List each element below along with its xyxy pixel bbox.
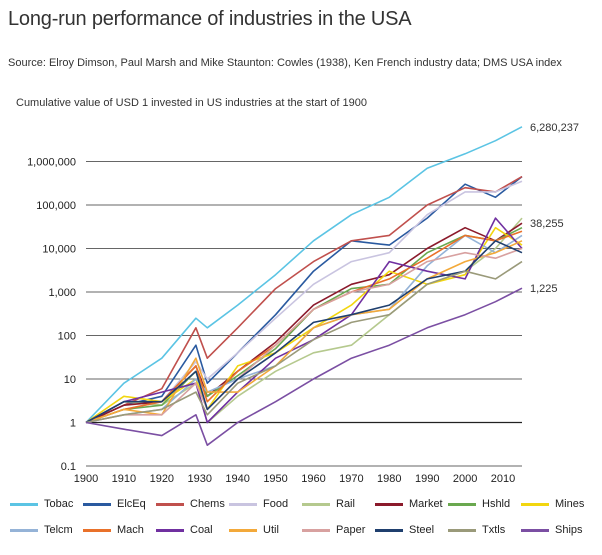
legend-swatch [156, 502, 184, 506]
y-tick-label: 0.1 [61, 461, 76, 473]
legend-item-market: Market [375, 498, 443, 510]
legend-swatch [83, 528, 111, 532]
legend-item-mach: Mach [83, 524, 144, 536]
x-tick-label: 2010 [491, 473, 515, 485]
legend-item-chems: Chems [156, 498, 225, 510]
legend-item-steel: Steel [375, 524, 434, 536]
legend-label: ElcEq [117, 498, 146, 510]
legend-swatch [375, 502, 403, 506]
x-tick-label: 1910 [112, 473, 136, 485]
legend-swatch [156, 528, 184, 532]
y-tick-label: 10,000 [42, 244, 76, 256]
y-tick-label: 1,000,000 [27, 157, 76, 169]
legend-label: Ships [555, 524, 583, 536]
x-axis-ticks: 1900 1910 1920 1930 1940 1950 1960 1970 1980 1990… [74, 473, 516, 485]
legend-item-txtls: Txtls [448, 524, 505, 536]
legend-item-mines: Mines [521, 498, 584, 510]
legend-swatch [83, 502, 111, 506]
x-tick-label: 2000 [453, 473, 477, 485]
y-axis-ticks: 0.1 1 10 100 1,000 10,000 100,000 1,000,000 [27, 157, 76, 474]
legend-item-rail: Rail [302, 498, 355, 510]
legend-label: Util [263, 524, 279, 536]
series-line-util [85, 240, 523, 424]
x-tick-label: 1900 [74, 473, 98, 485]
legend-item-telcm: Telcm [10, 524, 73, 536]
legend-swatch [10, 502, 38, 506]
legend-item-paper: Paper [302, 524, 365, 536]
legend-label: Telcm [44, 524, 73, 536]
x-tick-label: 1970 [339, 473, 363, 485]
legend-item-util: Util [229, 524, 279, 536]
y-tick-label: 100 [58, 331, 76, 343]
series-line-chems [85, 175, 523, 424]
legend-label: Tobac [44, 498, 74, 510]
legend-swatch [10, 528, 38, 532]
series-line-paper [85, 247, 523, 424]
value-annotation: 6,280,237 [530, 122, 579, 134]
line-chart: 0.1 1 10 100 1,000 10,000 100,000 1,000,000 190… [27, 122, 579, 485]
legend-swatch [448, 528, 476, 532]
legend-label: Steel [409, 524, 435, 536]
legend-label: Paper [336, 524, 366, 536]
legend-item-food: Food [229, 498, 288, 510]
legend-swatch [448, 502, 476, 506]
series-lines [85, 126, 523, 447]
x-tick-label: 1940 [225, 473, 249, 485]
series-line-coal [85, 217, 523, 424]
value-annotation: 38,255 [530, 218, 564, 230]
series-line-tobac [85, 126, 523, 424]
x-tick-label: 1930 [187, 473, 211, 485]
gridlines [86, 161, 522, 467]
legend-item-ships: Ships [521, 524, 583, 536]
series-line-ships [85, 287, 523, 447]
legend-item-hshld: Hshld [448, 498, 510, 510]
y-tick-label: 1,000 [48, 287, 76, 299]
legend-swatch [302, 528, 330, 532]
y-tick-label: 1 [70, 418, 76, 430]
legend-label: Food [263, 498, 289, 510]
y-tick-label: 10 [64, 374, 76, 386]
legend-swatch [521, 502, 549, 506]
legend-item-elceq: ElcEq [83, 498, 146, 510]
legend-swatch [302, 502, 330, 506]
legend-label: Market [409, 498, 443, 510]
y-tick-label: 100,000 [36, 200, 76, 212]
value-annotation: 1,225 [530, 283, 558, 295]
annotations: 6,280,237 38,255 1,225 [530, 122, 579, 295]
legend-label: Hshld [482, 498, 511, 510]
legend-item-tobac: Tobac [10, 498, 73, 510]
series-line-food [85, 180, 523, 424]
legend-label: Rail [336, 498, 355, 510]
legend-swatch [375, 528, 403, 532]
legend-swatch [229, 502, 257, 506]
x-tick-label: 1990 [415, 473, 439, 485]
chart-source: Source: Elroy Dimson, Paul Marsh and Mik… [8, 57, 562, 69]
legend-swatch [229, 528, 257, 532]
legend-swatch [521, 528, 549, 532]
series-line-steel [85, 240, 523, 424]
legend-label: Mines [555, 498, 585, 510]
chart-subtitle: Cumulative value of USD 1 invested in US… [16, 97, 367, 109]
x-tick-label: 1920 [150, 473, 174, 485]
legend-label: Coal [190, 524, 213, 536]
legend-label: Txtls [482, 524, 506, 536]
x-tick-label: 1960 [301, 473, 325, 485]
x-tick-label: 1980 [377, 473, 401, 485]
chart-title: Long-run performance of industries in th… [8, 8, 412, 30]
legend-item-coal: Coal [156, 524, 213, 536]
legend-label: Chems [190, 498, 225, 510]
x-tick-label: 1950 [263, 473, 287, 485]
series-line-mines [85, 226, 523, 424]
legend-label: Mach [117, 524, 144, 536]
series-line-txtls [85, 260, 523, 424]
